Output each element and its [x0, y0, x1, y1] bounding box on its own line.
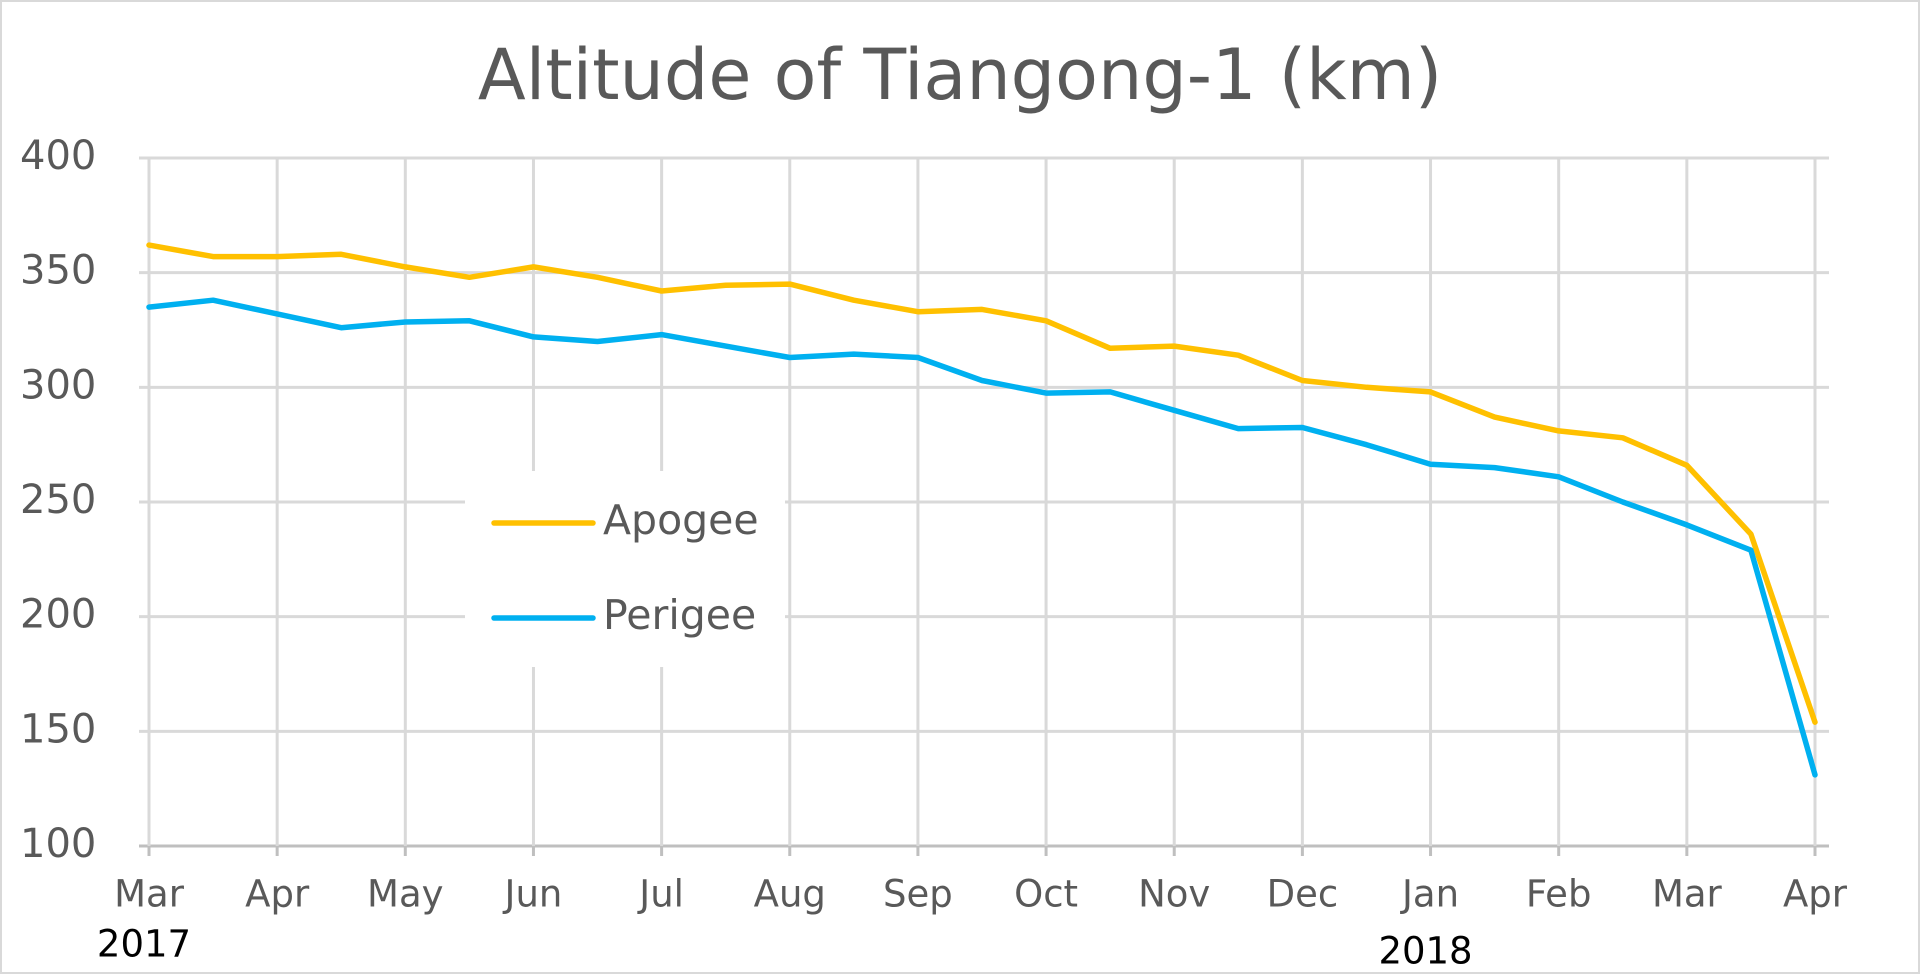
x-tick-label: Dec — [1267, 873, 1339, 916]
y-tick-label: 350 — [20, 248, 96, 294]
x-tick-label: Jul — [637, 873, 684, 916]
x-tick-label: Oct — [1014, 873, 1078, 916]
y-tick-label: 200 — [20, 592, 96, 638]
y-tick-label: 400 — [20, 133, 96, 179]
legend-box — [465, 471, 785, 667]
grid: 100 150 200 250 300 350 400 Mar Apr May Jun Jul Aug S… — [20, 133, 1848, 973]
legend: Apogee Perigee — [465, 471, 785, 667]
year-label: 2017 — [97, 923, 191, 966]
x-tick-label: Feb — [1526, 873, 1592, 916]
x-tick-label: Jun — [503, 873, 563, 916]
chart-title: Altitude of Tiangong-1 (km) — [478, 34, 1442, 116]
x-tick-label: Aug — [754, 873, 826, 916]
year-label: 2018 — [1378, 930, 1472, 973]
x-tick-label: Apr — [245, 873, 310, 916]
y-tick-label: 300 — [20, 362, 96, 408]
y-tick-label: 150 — [20, 706, 96, 752]
y-tick-label: 100 — [20, 821, 96, 867]
x-tick-label: Nov — [1138, 873, 1210, 916]
x-tick-label: Mar — [114, 873, 185, 916]
x-tick-label: Apr — [1783, 873, 1848, 916]
legend-label: Apogee — [603, 496, 759, 544]
series-line — [146, 297, 1818, 778]
x-tick-label: Mar — [1652, 873, 1723, 916]
y-tick-label: 250 — [20, 477, 96, 523]
legend-label: Perigee — [603, 591, 756, 639]
lines — [146, 242, 1818, 778]
series-line — [146, 242, 1818, 725]
x-tick-label: Jan — [1400, 873, 1459, 916]
x-tick-label: May — [367, 873, 444, 916]
x-tick-label: Sep — [883, 873, 953, 916]
